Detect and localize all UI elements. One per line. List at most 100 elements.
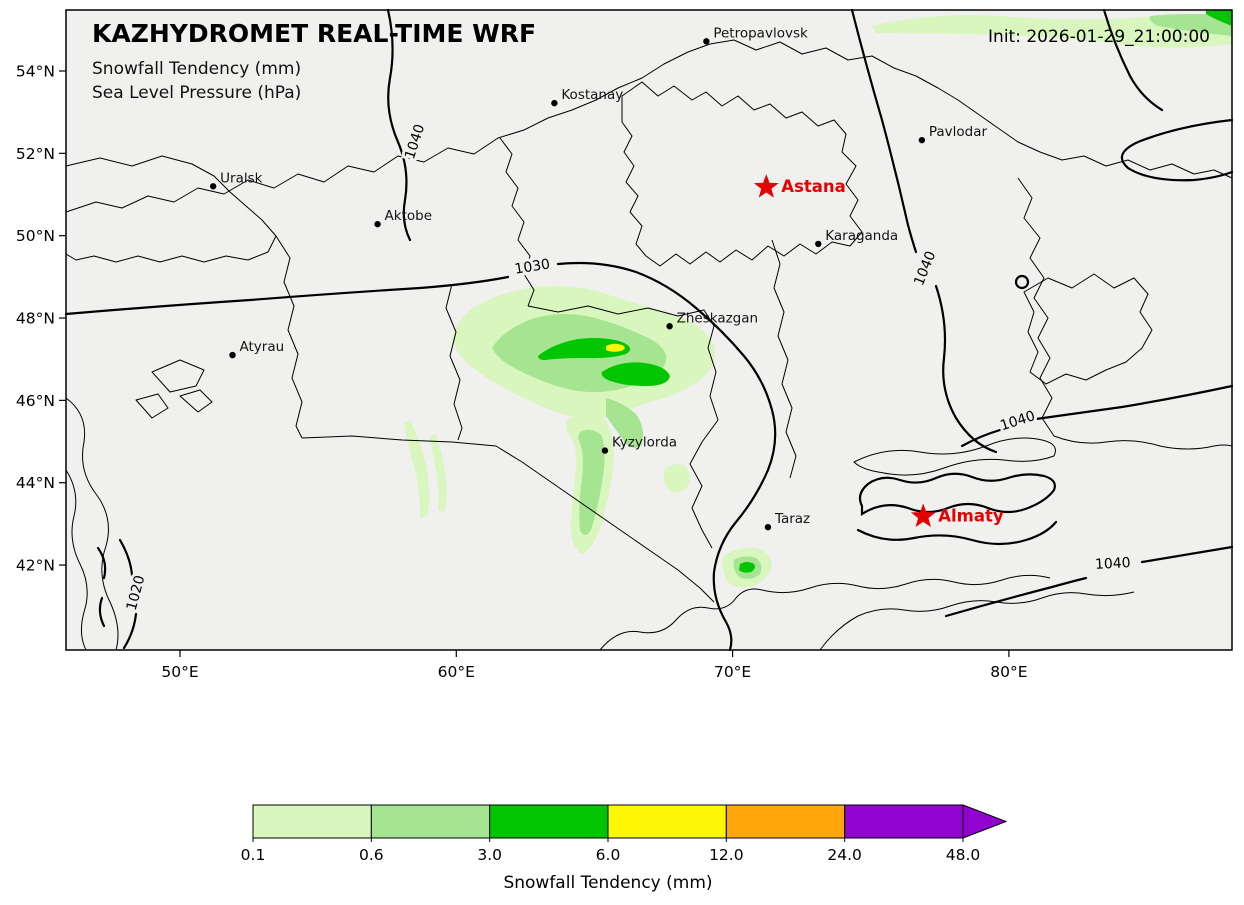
colorbar-segment (844, 804, 964, 839)
y-axis-tick-label: 46°N (16, 392, 55, 410)
isobar-line (386, 8, 412, 242)
region-border-line (527, 305, 719, 421)
y-axis-tick-label: 50°N (16, 227, 55, 245)
region-border-line (853, 437, 1056, 476)
region-border-line (1053, 435, 1233, 450)
region-border-line (135, 393, 169, 419)
snowfall-patch (606, 343, 625, 352)
colorbar-segment (370, 804, 491, 839)
region-border-line (761, 574, 1051, 594)
snowfall-patch (430, 434, 447, 512)
y-axis-tick-label: 48°N (16, 310, 55, 328)
city-label: Kostanay (561, 87, 623, 103)
city-dot-icon (601, 447, 609, 454)
isobar-line (856, 520, 1058, 546)
y-axis-tick-label: 54°N (16, 63, 55, 81)
colorbar-title: Snowfall Tendency (mm) (503, 873, 712, 893)
city-dot-icon (209, 183, 217, 190)
city-dot-icon (551, 99, 558, 107)
isobar-line (122, 612, 138, 650)
colorbar-segment (252, 804, 372, 839)
region-border-line (65, 469, 88, 651)
capital-star-icon (910, 503, 936, 527)
capital-label: Astana (781, 177, 846, 196)
city-label: Taraz (774, 511, 810, 527)
x-axis-tick-label: 70°E (714, 663, 751, 681)
isobar-line (1014, 274, 1030, 290)
colorbar-segment (725, 804, 846, 839)
axis-ticks-layer: 54°N 52°N 50°N 48°N 46°N 44°N 42°N 50°E 60°E 70°E… (16, 63, 1028, 682)
isobar-line (96, 546, 107, 580)
colorbar-tick-label: 48.0 (946, 846, 981, 864)
y-axis-tick-label: 52°N (16, 145, 55, 163)
isobar-line (960, 428, 1002, 448)
region-border-line (179, 389, 213, 413)
region-border-line (65, 39, 1233, 213)
city-label: Aktobe (385, 208, 432, 224)
figure-subtitle-pressure: Sea Level Pressure (hPa) (92, 83, 301, 103)
region-border-line (499, 137, 535, 307)
pressure-contours-layer (64, 8, 1234, 652)
colorbar-segment (607, 804, 727, 839)
snowfall-patch (872, 15, 1232, 48)
snowfall-patch (538, 338, 631, 360)
plot-frame (65, 9, 1233, 651)
y-axis-tick-label: 42°N (16, 557, 55, 575)
city-dot-icon (764, 523, 772, 531)
colorbar-segment (489, 804, 609, 839)
x-axis-tick-label: 60°E (438, 663, 475, 681)
colorbar-tick-label: 3.0 (477, 846, 502, 864)
isobar-line (1140, 545, 1234, 564)
city-dot-icon (703, 38, 710, 45)
snowfall-patch (739, 562, 755, 573)
snowfall-patch (1149, 14, 1232, 36)
city-label: Zheskazgan (677, 310, 758, 326)
city-label: Atyrau (239, 339, 284, 355)
isobar-line (934, 284, 998, 454)
isobar-line (556, 261, 777, 652)
figure-subtitle-variable: Snowfall Tendency (mm) (92, 59, 301, 79)
region-border-line (1023, 273, 1153, 385)
init-time-label: Init: 2026-01-29_21:00:00 (988, 27, 1210, 47)
y-axis-tick-label: 44°N (16, 474, 55, 492)
region-border-line (599, 588, 763, 651)
colorbar-tick-label: 12.0 (709, 846, 744, 864)
city-label: Petropavlovsk (713, 25, 808, 41)
isobar-label: 1040 (1095, 555, 1131, 573)
isobar-line (98, 596, 106, 628)
snowfall-patch (606, 398, 644, 448)
snowfall-patch (1206, 10, 1232, 26)
city-dot-icon (815, 240, 822, 248)
region-border-line (275, 235, 303, 439)
colorbar: 0.1 0.6 3.0 6.0 12.0 24.0 48.0 (241, 804, 1008, 864)
city-label: Pavlodar (929, 124, 988, 140)
admin-borders-layer (65, 39, 1233, 651)
snowfall-shading-layer (404, 10, 1232, 588)
cities-layer: Petropavlovsk Kostanay Pavlodar Uralsk Aktob… (209, 25, 988, 531)
city-label: Kyzylorda (612, 435, 677, 451)
region-border-line (819, 591, 1135, 651)
city-dot-icon (666, 323, 673, 330)
region-border-line (151, 359, 205, 393)
colorbar-tick-label: 6.0 (596, 846, 621, 864)
isobar-line (1120, 118, 1234, 182)
city-dot-icon (918, 136, 926, 144)
region-border-line (771, 239, 797, 479)
snowfall-patch (578, 429, 605, 535)
isobar-line (1034, 384, 1234, 421)
capital-star-icon (753, 174, 779, 198)
colorbar-tick-label: 0.6 (359, 846, 384, 864)
snowfall-patch (601, 362, 670, 386)
x-axis-tick-label: 80°E (990, 663, 1027, 681)
region-border-line (445, 283, 463, 441)
region-border-line (301, 435, 715, 603)
x-axis-tick-label: 50°E (161, 663, 198, 681)
region-border-line (689, 419, 719, 549)
region-border-line (1017, 177, 1055, 437)
figure-title: KAZHYDROMET REAL-TIME WRF (92, 19, 536, 48)
region-border-line (65, 397, 119, 651)
isobar-line (64, 275, 510, 316)
city-dot-icon (229, 351, 236, 359)
